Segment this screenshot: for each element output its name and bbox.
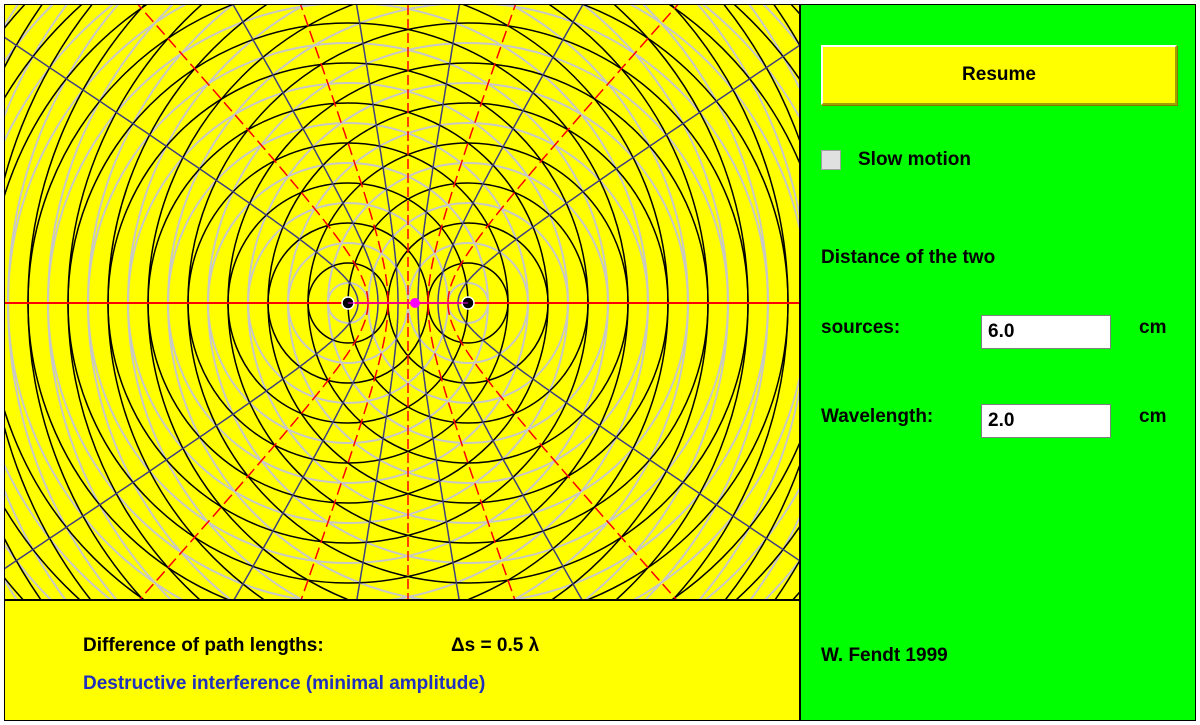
distance-input[interactable] [981, 315, 1111, 349]
slow-motion-checkbox[interactable] [821, 150, 841, 170]
minima-line-2-1 [457, 303, 799, 562]
author-credit: W. Fendt 1999 [821, 645, 948, 666]
distance-label-line1: Distance of the two [821, 247, 996, 268]
maxima-line-1-2 [299, 5, 389, 303]
minima-hyperbolas [5, 5, 799, 599]
maxima-line-2-3 [139, 303, 369, 599]
minima-line-1-3 [233, 303, 379, 599]
slow-motion-label: Slow motion [858, 149, 971, 170]
maxima-line-1-3 [300, 303, 389, 599]
maxima-line-2-1 [447, 303, 677, 599]
path-difference-label: Difference of path lengths: [83, 635, 324, 656]
distance-unit: cm [1139, 317, 1167, 338]
distance-label-line2: sources: [821, 317, 901, 338]
maxima-line-1-1 [427, 303, 516, 599]
info-panel: Difference of path lengths: Δs = 0.5 λ D… [4, 600, 800, 721]
interference-result: Destructive interference (minimal amplit… [83, 673, 486, 694]
wavelength-unit: cm [1139, 406, 1167, 427]
minima-line-2-3 [5, 303, 359, 570]
slow-motion-option[interactable]: Slow motion [821, 148, 971, 172]
minima-line-0-0 [417, 5, 461, 303]
source-markers [341, 296, 475, 310]
wavelength-label: Wavelength: [821, 406, 934, 427]
maxima-line-2-2 [137, 5, 369, 303]
probe-point [410, 298, 420, 308]
interference-canvas[interactable] [4, 4, 800, 600]
minima-line-0-2 [355, 5, 399, 303]
path-difference-value: Δs = 0.5 λ [451, 635, 540, 656]
control-panel: Resume Slow motion Distance of the two s… [800, 4, 1196, 721]
wave-pattern-drawing [5, 5, 799, 599]
maxima-line-1-0 [427, 5, 517, 303]
minima-line-0-3 [356, 303, 399, 599]
wavelength-input[interactable] [981, 404, 1111, 438]
minima-line-1-2 [232, 5, 379, 303]
maxima-line-2-0 [447, 5, 679, 303]
minima-line-2-2 [5, 36, 359, 303]
minima-line-0-1 [417, 303, 460, 599]
minima-line-1-1 [437, 303, 583, 599]
resume-button[interactable]: Resume [821, 45, 1177, 105]
minima-line-1-0 [437, 5, 584, 303]
minima-line-2-0 [457, 44, 799, 303]
